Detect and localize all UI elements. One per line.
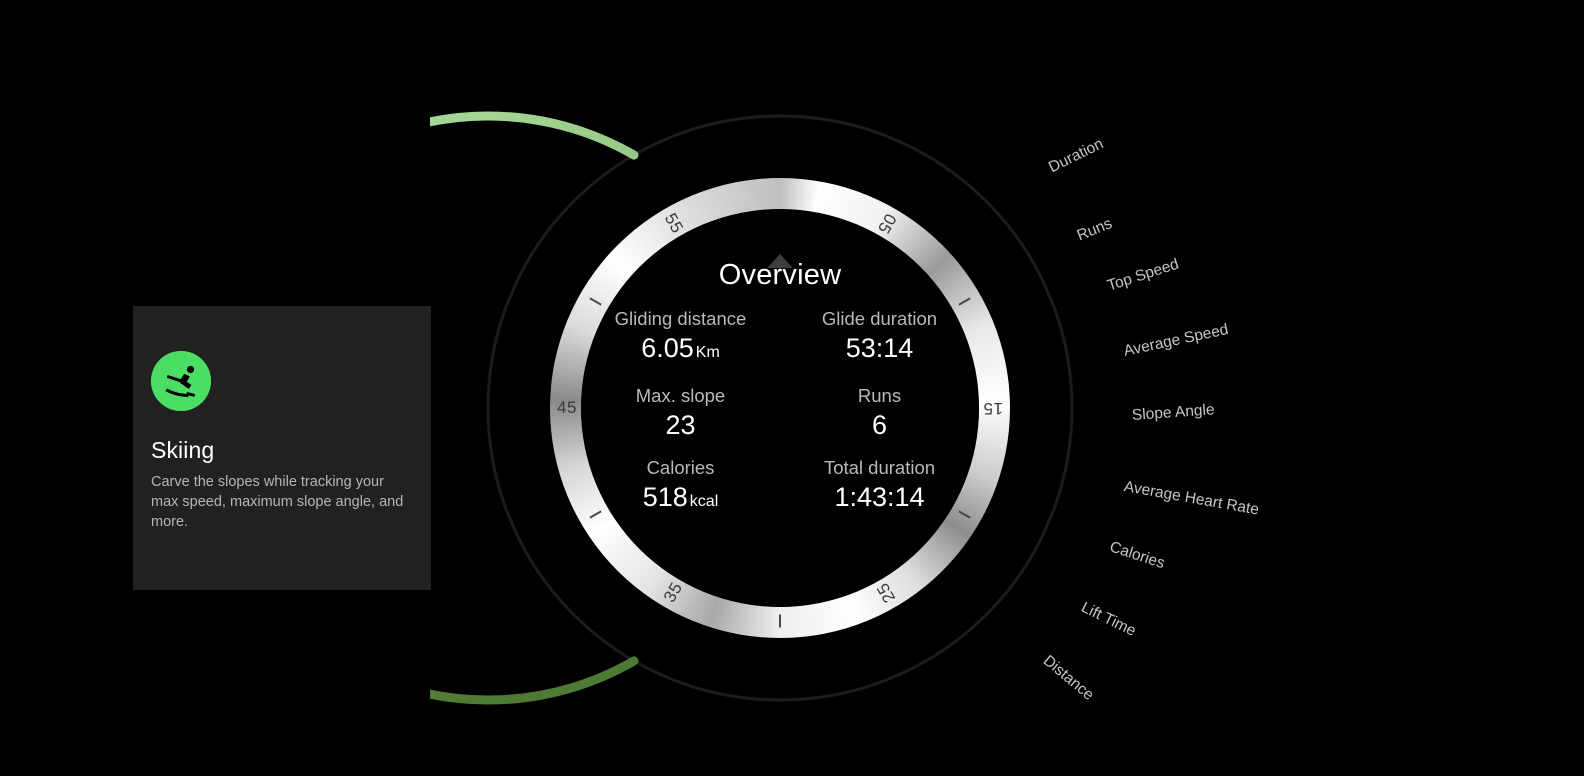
metric-label-list: Duration Runs Top Speed Average Speed Slope …: [1030, 110, 1360, 710]
screen-content: Overview Gliding distance 6.05 Km Glide dur…: [581, 209, 979, 607]
metric-list-item[interactable]: Lift Time: [1078, 598, 1139, 640]
metric-label: Gliding distance: [614, 308, 747, 329]
metric-list-item[interactable]: Average Speed: [1122, 321, 1230, 360]
metric-cell: Calories 518 kcal: [581, 457, 780, 518]
metric-cell: Max. slope 23: [581, 385, 780, 441]
metric-value: 1:43:14: [834, 482, 925, 512]
bezel-numeral-label: 15: [983, 399, 1003, 418]
metric-list-item[interactable]: Distance: [1039, 652, 1097, 704]
metric-row: Max. slope 23 Runs 6: [581, 385, 979, 441]
progress-arc: [430, 111, 1074, 705]
metric-list-item[interactable]: Slope Angle: [1131, 401, 1216, 424]
metric-value: 23: [665, 410, 696, 440]
metric-row: Calories 518 kcal Total duration 1:43:14: [581, 457, 979, 518]
metric-label: Total duration: [823, 457, 936, 478]
metric-cell: Gliding distance 6.05 Km: [581, 308, 780, 369]
metric-list-item[interactable]: Average Heart Rate: [1122, 478, 1261, 519]
metric-row: Gliding distance 6.05 Km Glide duration 53:1…: [581, 308, 979, 369]
skiing-icon: [151, 351, 211, 411]
metric-value: 53:14: [845, 333, 914, 363]
metric-value: 6.05 Km: [641, 333, 720, 363]
bezel-top-marker: [767, 254, 793, 268]
metric-value: 518 kcal: [642, 482, 719, 512]
metric-list-item[interactable]: Runs: [1074, 215, 1115, 245]
metric-list-item[interactable]: Duration: [1046, 135, 1107, 177]
metric-label: Glide duration: [821, 308, 938, 329]
metric-list-item[interactable]: Top Speed: [1105, 255, 1181, 295]
metric-value: 6: [871, 410, 888, 440]
metric-label: Runs: [857, 385, 902, 406]
card-description: Carve the slopes while tracking your max…: [151, 474, 404, 530]
activity-card[interactable]: Skiing Carve the slopes while tracking y…: [133, 306, 431, 590]
watch-face: 05 15 25 35 45 55 Overview Gliding distance 6.…: [430, 58, 1130, 758]
metric-list-item[interactable]: Calories: [1107, 538, 1167, 573]
metrics-grid: Gliding distance 6.05 Km Glide duration 53:1…: [581, 308, 979, 518]
bezel-numeral-label: 45: [557, 398, 577, 417]
metric-cell: Runs 6: [780, 385, 979, 441]
metric-unit: kcal: [689, 493, 719, 510]
card-title: Skiing: [151, 437, 215, 463]
metric-cell: Total duration 1:43:14: [780, 457, 979, 518]
page-title: Overview: [718, 259, 842, 291]
metric-label: Max. slope: [635, 385, 726, 406]
metric-label: Calories: [646, 457, 715, 478]
metric-unit: Km: [695, 344, 720, 361]
watch-screen: [581, 209, 979, 607]
metric-cell: Glide duration 53:14: [780, 308, 979, 369]
